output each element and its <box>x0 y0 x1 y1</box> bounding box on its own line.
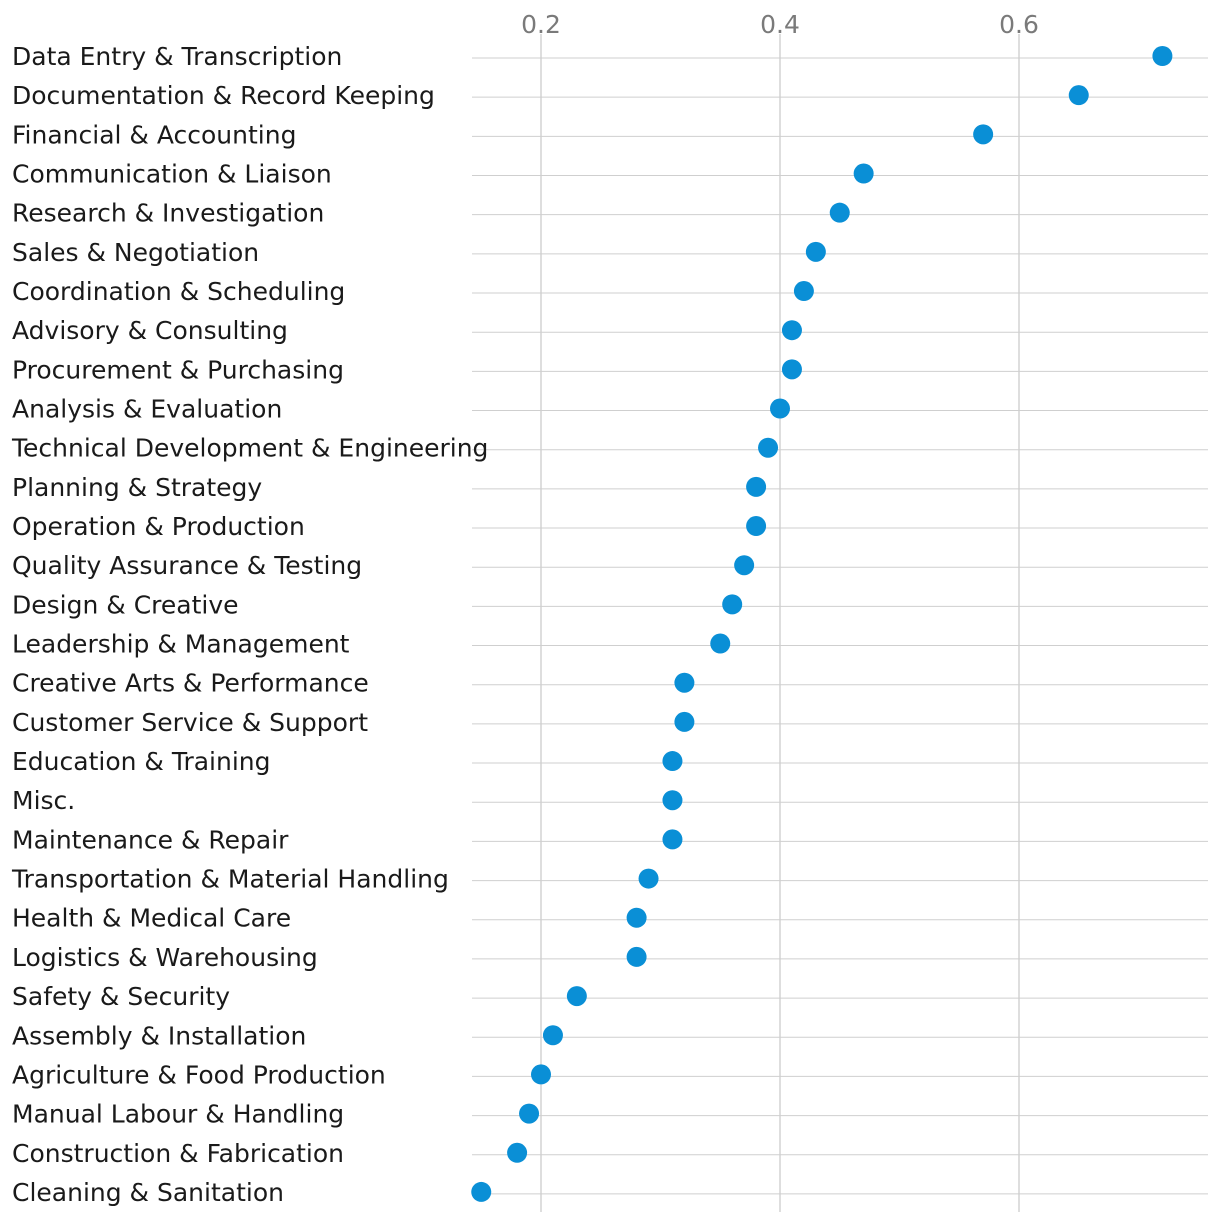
category-label: Logistics & Warehousing <box>12 943 318 972</box>
category-label: Coordination & Scheduling <box>12 277 345 306</box>
data-point <box>542 1025 563 1046</box>
data-point <box>746 476 767 497</box>
category-label: Safety & Security <box>12 982 230 1011</box>
data-point <box>662 829 683 850</box>
x-tick-label: 0.6 <box>999 10 1039 39</box>
category-label: Customer Service & Support <box>12 708 368 737</box>
category-label: Quality Assurance & Testing <box>12 551 362 580</box>
category-label: Cleaning & Sanitation <box>12 1178 284 1207</box>
category-label: Planning & Strategy <box>12 473 262 502</box>
data-point <box>626 946 647 967</box>
category-label: Maintenance & Repair <box>12 825 289 854</box>
data-point <box>566 986 587 1007</box>
data-point <box>674 711 695 732</box>
category-label: Education & Training <box>12 747 271 776</box>
category-label: Transportation & Material Handling <box>11 865 449 894</box>
category-label: Agriculture & Food Production <box>12 1060 386 1089</box>
category-label: Design & Creative <box>12 590 239 619</box>
data-point <box>531 1064 551 1085</box>
data-point <box>781 359 802 380</box>
data-point <box>805 241 826 262</box>
category-label: Operation & Production <box>12 512 305 541</box>
data-point <box>770 398 790 419</box>
data-point <box>793 281 814 302</box>
category-label: Data Entry & Transcription <box>12 42 342 71</box>
data-point <box>758 437 779 458</box>
data-point <box>662 751 683 772</box>
category-label: Sales & Negotiation <box>12 238 259 267</box>
data-point <box>519 1103 540 1124</box>
category-label: Research & Investigation <box>12 199 324 228</box>
data-point <box>781 320 802 341</box>
category-label: Assembly & Installation <box>12 1021 306 1050</box>
data-point <box>734 555 755 576</box>
data-point <box>853 163 874 184</box>
category-label: Manual Labour & Handling <box>12 1100 344 1129</box>
data-point <box>638 868 659 889</box>
x-tick-label: 0.2 <box>521 10 561 39</box>
data-point <box>722 594 743 615</box>
category-label: Health & Medical Care <box>12 904 291 933</box>
data-point <box>674 672 695 693</box>
category-label: Misc. <box>12 786 75 815</box>
data-points <box>471 46 1173 1202</box>
data-point <box>471 1181 492 1202</box>
data-point <box>626 907 647 928</box>
data-point <box>710 633 731 654</box>
category-label: Documentation & Record Keeping <box>12 81 435 110</box>
category-label: Analysis & Evaluation <box>12 395 282 424</box>
category-label: Communication & Liaison <box>12 160 332 189</box>
data-point <box>973 124 994 145</box>
grid-layer <box>472 34 1208 1212</box>
category-label: Construction & Fabrication <box>12 1139 344 1168</box>
data-point <box>507 1142 528 1163</box>
x-axis-ticks: 0.2 0.4 0.6 <box>521 10 1039 39</box>
category-label: Procurement & Purchasing <box>12 355 344 384</box>
x-tick-label: 0.4 <box>760 10 800 39</box>
category-label: Creative Arts & Performance <box>12 669 369 698</box>
category-label: Advisory & Consulting <box>12 316 288 345</box>
data-point <box>1068 85 1089 106</box>
category-label: Financial & Accounting <box>12 120 296 149</box>
data-point <box>746 516 767 537</box>
data-point <box>1152 46 1173 66</box>
category-labels: Data Entry & Transcription Documentation … <box>11 42 488 1207</box>
category-label: Leadership & Management <box>12 630 350 659</box>
category-label: Technical Development & Engineering <box>11 434 488 463</box>
data-point <box>662 790 683 811</box>
data-point <box>829 202 850 223</box>
